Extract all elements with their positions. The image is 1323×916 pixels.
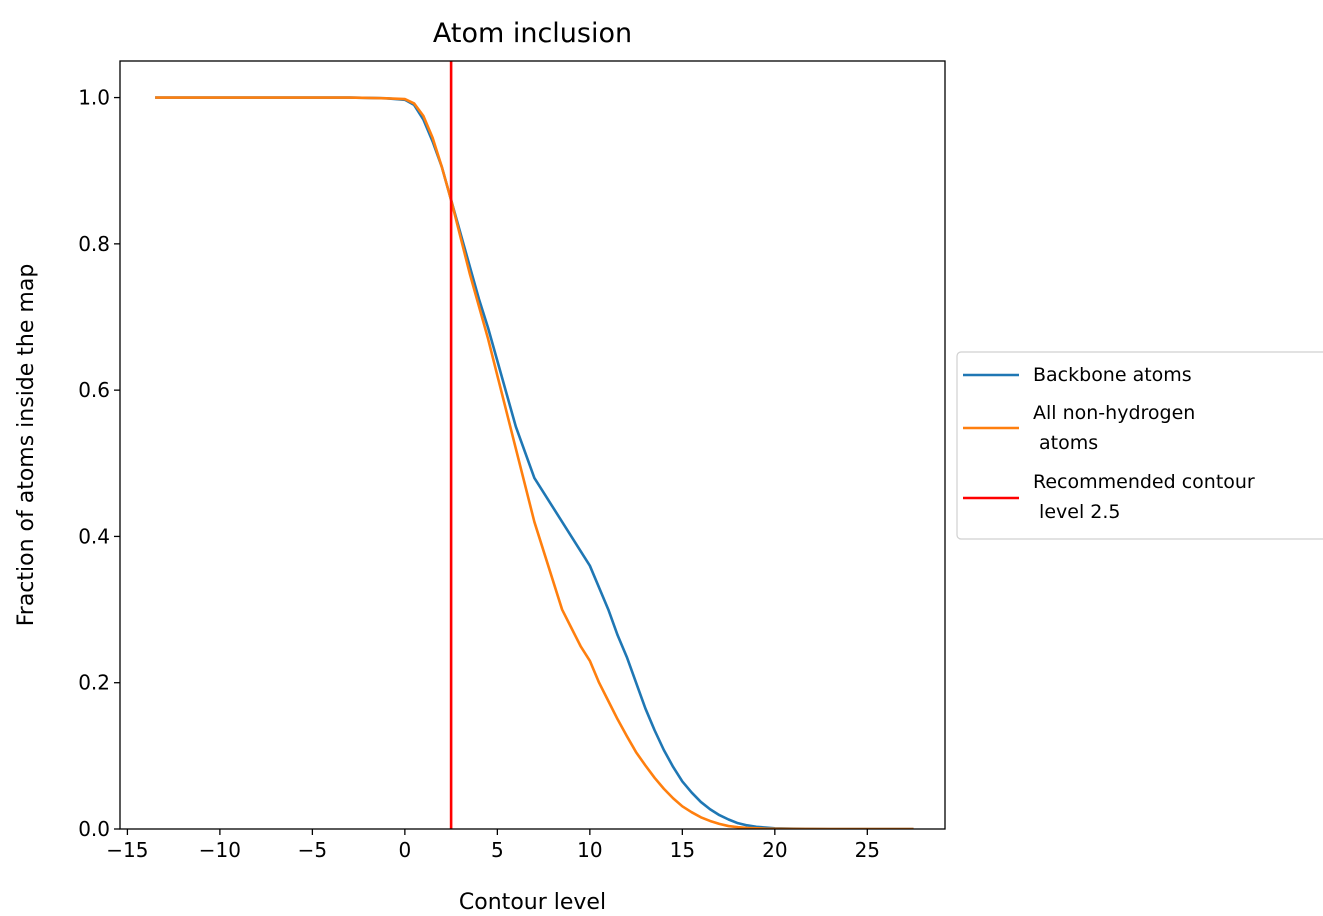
plot-area bbox=[155, 61, 914, 829]
legend: Backbone atoms All non-hydrogen atoms Reco… bbox=[956, 351, 1323, 540]
x-tick-label: −15 bbox=[106, 838, 148, 862]
plot-frame bbox=[119, 60, 946, 830]
y-axis-title: Fraction of atoms inside the map bbox=[14, 264, 39, 627]
y-tick-label: 0.0 bbox=[78, 817, 110, 841]
series-line-1 bbox=[155, 96, 914, 829]
legend-label-1: Backbone atoms bbox=[1033, 364, 1192, 386]
legend-box bbox=[956, 351, 1323, 540]
x-tick-label: 10 bbox=[577, 838, 602, 862]
y-tick-label: 0.6 bbox=[78, 378, 110, 402]
x-tick-label: −10 bbox=[199, 838, 241, 862]
y-tick-label: 0.8 bbox=[78, 232, 110, 256]
y-tick-label: 1.0 bbox=[78, 86, 110, 110]
x-axis: −15 −10 −5 0 5 10 15 20 25 bbox=[106, 829, 880, 862]
y-tick-label: 0.4 bbox=[78, 524, 110, 548]
x-axis-title: Contour level bbox=[459, 890, 606, 915]
y-tick-label: 0.2 bbox=[78, 671, 110, 695]
x-tick-label: 25 bbox=[855, 838, 880, 862]
legend-label-3: Recommended contour level 2.5 bbox=[1033, 471, 1255, 523]
x-tick-label: 5 bbox=[491, 838, 504, 862]
x-tick-label: 15 bbox=[670, 838, 695, 862]
chart-title: Atom inclusion bbox=[433, 18, 632, 49]
x-tick-label: −5 bbox=[298, 838, 327, 862]
x-tick-label: 20 bbox=[762, 838, 787, 862]
x-tick-label: 0 bbox=[398, 838, 411, 862]
series-line-2 bbox=[155, 96, 914, 829]
y-axis: 0.0 0.2 0.4 0.6 0.8 1.0 bbox=[78, 86, 120, 841]
legend-label-2: All non-hydrogen atoms bbox=[1033, 402, 1195, 454]
